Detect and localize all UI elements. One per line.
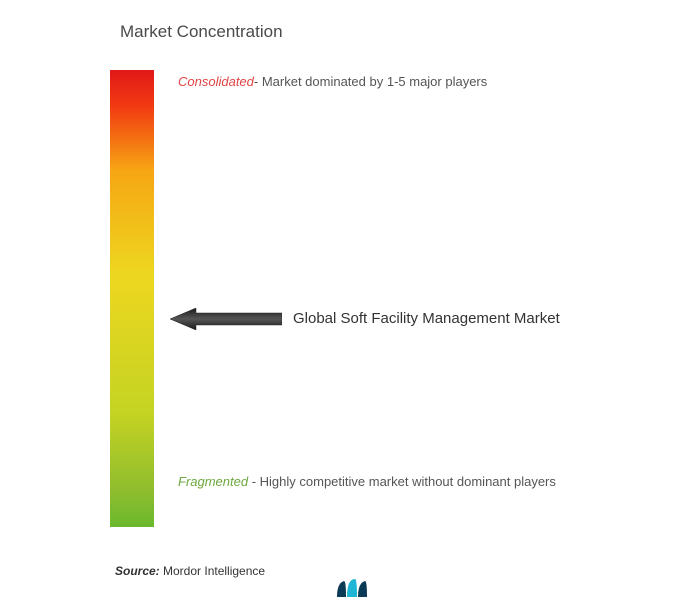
pointer-arrow xyxy=(170,308,282,330)
concentration-gradient-bar xyxy=(110,70,154,527)
fragmented-label: Fragmented xyxy=(178,474,248,489)
consolidated-description: - Market dominated by 1-5 major players xyxy=(254,74,487,89)
market-pointer-label: Global Soft Facility Management Market xyxy=(293,310,560,327)
source-value: Mordor Intelligence xyxy=(163,564,265,578)
source-citation: Source: Mordor Intelligence xyxy=(115,564,265,578)
arrow-left-icon xyxy=(170,308,282,330)
fragmented-annotation: Fragmented - Highly competitive market w… xyxy=(178,470,608,495)
consolidated-annotation: Consolidated- Market dominated by 1-5 ma… xyxy=(178,74,487,89)
brand-logo-icon xyxy=(335,577,369,599)
page-title: Market Concentration xyxy=(120,22,283,42)
fragmented-description: - Highly competitive market without domi… xyxy=(248,474,556,489)
source-label: Source: xyxy=(115,564,163,578)
consolidated-label: Consolidated xyxy=(178,74,254,89)
